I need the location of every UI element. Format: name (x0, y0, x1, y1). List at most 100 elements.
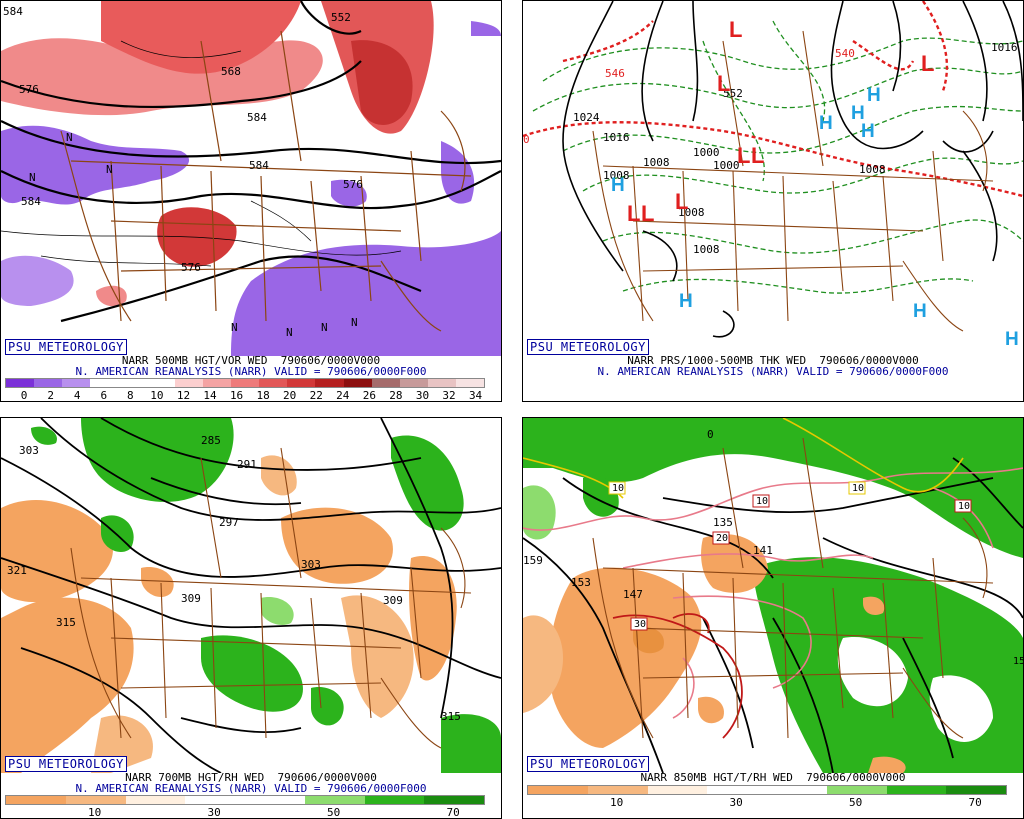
height-label: 303 (19, 444, 39, 457)
colorbar-tick-label: 26 (362, 389, 376, 402)
moist-area (261, 597, 294, 625)
moist-area (441, 714, 501, 773)
panel-sea-level-pressure-thickness: 1024 1016 1008 1000 1000 1008 1008 1008 … (522, 0, 1024, 402)
isobar-label: 1008 (859, 163, 886, 176)
height-label: 159 (523, 554, 543, 567)
thickness-label: 546 (605, 67, 625, 80)
high-pressure-marker: H (861, 121, 875, 142)
isobar-label: 1008 (603, 169, 630, 182)
map-label: N (286, 326, 293, 339)
map-500mb: 584 576 584 568 552 584 576 584 576 N N … (1, 1, 501, 356)
map-700mb-svg: 303 285 291 297 321 309 315 303 309 315 (1, 418, 501, 773)
map-label: N (351, 316, 358, 329)
colorbar (5, 795, 485, 805)
temp-label: 10 (756, 496, 768, 507)
dry-area (549, 567, 702, 748)
map-label: 576 (181, 261, 201, 274)
political-borders (592, 437, 994, 739)
vort-negative-area (1, 125, 190, 205)
thickness-540-line (523, 1, 1023, 198)
dry-area (701, 534, 768, 593)
dry-area (868, 756, 906, 773)
high-pressure-marker: H (851, 103, 865, 124)
map-label: N (29, 171, 36, 184)
map-pressure: 1024 1016 1008 1000 1000 1008 1008 1008 … (523, 1, 1023, 356)
height-label: 291 (237, 458, 257, 471)
low-pressure-marker: L (641, 201, 654, 226)
moist-area (31, 426, 57, 445)
colorbar-tick-label: 20 (283, 389, 297, 402)
colorbar-tick-label: 28 (389, 389, 403, 402)
colorbar-swatch (946, 786, 1006, 794)
colorbar-tick-label: 0 (20, 389, 28, 402)
colorbar-swatch (343, 379, 372, 387)
colorbar-swatch (245, 796, 305, 804)
isobar-label: 1008 (643, 156, 670, 169)
colorbar-swatch (315, 379, 344, 387)
colorbar (527, 785, 1007, 795)
height-label: 309 (181, 592, 201, 605)
height-label: 135 (713, 516, 733, 529)
low-pressure-marker: L (751, 143, 764, 168)
colorbar-swatch (174, 379, 203, 387)
colorbar-tick-label: 24 (336, 389, 350, 402)
colorbar-swatch (647, 786, 708, 794)
thickness-label: 0 (523, 133, 530, 146)
colorbar-swatch (304, 796, 365, 804)
colorbar-swatch (202, 379, 231, 387)
high-pressure-marker: H (867, 85, 881, 106)
dry-area (523, 615, 563, 713)
colorbar-swatch (185, 796, 245, 804)
height-label: 285 (201, 434, 221, 447)
thickness-label: 552 (723, 87, 743, 100)
colorbar-labels: 1030507090 (5, 806, 483, 818)
colorbar-swatch (424, 796, 484, 804)
height-label: 153 (571, 576, 591, 589)
colorbar-swatch (65, 796, 126, 804)
pressure-isobars (562, 1, 1023, 338)
panel-caption-valid: N. AMERICAN REANALYSIS (NARR) VALID = 79… (75, 782, 427, 795)
temp-label: 10 (958, 501, 970, 512)
colorbar-swatch (287, 379, 316, 387)
colorbar-tick-label: 50 (327, 806, 341, 819)
height-label: 309 (383, 594, 403, 607)
temp-label: 20 (716, 533, 728, 544)
moist-area (523, 418, 1023, 558)
colorbar-tick-label: 4 (73, 389, 81, 402)
vort-negative-area (331, 179, 367, 207)
low-pressure-marker: L (921, 51, 934, 76)
map-label: 552 (331, 11, 351, 24)
colorbar-tick-label: 14 (203, 389, 217, 402)
colorbar-swatch (707, 786, 767, 794)
colorbar-swatch (6, 796, 66, 804)
moist-area (81, 418, 234, 502)
thickness-contours (532, 20, 1023, 294)
colorbar-swatch (146, 379, 175, 387)
panel-caption-valid: N. AMERICAN REANALYSIS (NARR) VALID = 79… (75, 365, 427, 378)
dry-area (633, 626, 664, 654)
colorbar-tick-label: 10 (610, 796, 624, 809)
colorbar-tick-label: 12 (176, 389, 191, 402)
colorbar-swatch (399, 379, 428, 387)
colorbar-tick-label: 18 (256, 389, 270, 402)
panel-500mb-vorticity: 584 576 584 568 552 584 576 584 576 N N … (0, 0, 502, 402)
map-label: N (321, 321, 328, 334)
height-contours (1, 1, 501, 323)
isobar-label: 1000 (693, 146, 720, 159)
colorbar-swatch (6, 379, 35, 387)
height-contours (1, 418, 501, 773)
colorbar-tick-label: 10 (150, 389, 164, 402)
height-label: 15 (1013, 656, 1023, 667)
isobar-label: 1008 (678, 206, 705, 219)
isobar-label: 1016 (991, 41, 1018, 54)
political-borders (60, 30, 472, 332)
map-700mb: 303 285 291 297 321 309 315 303 309 315 (1, 418, 501, 773)
height-label: 315 (441, 710, 461, 723)
map-label: 584 (247, 111, 267, 124)
isobar-label: 1024 (573, 111, 600, 124)
map-850mb: 159 153 147 135 141 0 10 10 10 20 30 15 (523, 418, 1023, 773)
colorbar-swatch (371, 379, 400, 387)
isobar-label: 1008 (693, 243, 720, 256)
colorbar-swatch (125, 796, 186, 804)
map-label: 584 (21, 195, 41, 208)
